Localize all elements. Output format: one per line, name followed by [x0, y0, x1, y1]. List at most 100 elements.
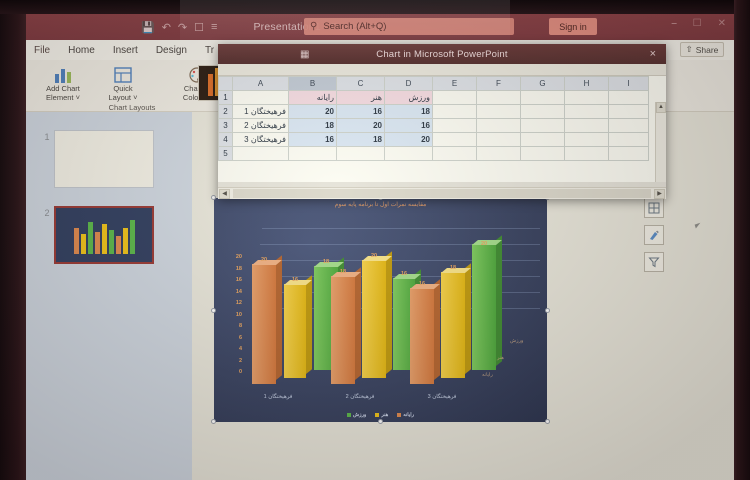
cell-g4[interactable]: [520, 132, 565, 147]
cell-f3[interactable]: [476, 118, 521, 133]
selection-handle[interactable]: [545, 419, 550, 424]
cell-e4[interactable]: [432, 132, 477, 147]
restore-icon[interactable]: ☐: [692, 18, 702, 29]
cell-f4[interactable]: [476, 132, 521, 147]
column-header-e[interactable]: E: [432, 76, 477, 91]
cell-i5[interactable]: [608, 146, 649, 161]
cell-e1[interactable]: [432, 90, 477, 105]
add-chart-element-button[interactable]: Add Chart Element ˅: [38, 65, 88, 102]
column-header-i[interactable]: I: [608, 76, 649, 91]
selection-handle[interactable]: [211, 419, 216, 424]
chart-side-buttons[interactable]: [644, 198, 666, 279]
quick-access-toolbar[interactable]: 💾 ↶ ↷ ☐ ≡: [141, 21, 217, 34]
column-header-f[interactable]: F: [476, 76, 521, 91]
cell-a1[interactable]: [232, 90, 289, 105]
row-header[interactable]: 2: [218, 104, 233, 119]
close-icon[interactable]: ✕: [717, 18, 726, 29]
selection-handle[interactable]: [545, 308, 550, 313]
chart-elements-button[interactable]: [644, 198, 664, 218]
cell-b1[interactable]: رایانه: [288, 90, 337, 105]
cell-i2[interactable]: [608, 104, 649, 119]
cell-g1[interactable]: [520, 90, 565, 105]
cell-b2[interactable]: 20: [288, 104, 337, 119]
cell-a5[interactable]: [232, 146, 289, 161]
selection-handle[interactable]: [378, 419, 383, 424]
cell-g2[interactable]: [520, 104, 565, 119]
cell-f1[interactable]: [476, 90, 521, 105]
chart-styles-button[interactable]: [644, 225, 664, 245]
tab-design[interactable]: Design: [155, 44, 187, 56]
scroll-left-arrow[interactable]: ◀: [219, 188, 230, 199]
present-icon[interactable]: ☐: [194, 21, 205, 34]
cell-a4[interactable]: فرهیختگان 3: [232, 132, 289, 147]
cell-d1[interactable]: ورزش: [384, 90, 433, 105]
tab-insert[interactable]: Insert: [112, 44, 138, 56]
worksheet-grid[interactable]: A B C D E F G H I 1 رایانه هنر: [218, 76, 666, 182]
cell-h4[interactable]: [564, 132, 609, 147]
cell-g5[interactable]: [520, 146, 565, 161]
table-row[interactable]: 4 فرهیختگان 3 16 18 20: [218, 132, 649, 147]
column-header-c[interactable]: C: [336, 76, 385, 91]
dialog-close-button[interactable]: ×: [649, 48, 656, 60]
cell-i4[interactable]: [608, 132, 649, 147]
cell-c3[interactable]: 20: [336, 118, 385, 133]
save-icon[interactable]: 💾: [141, 21, 155, 34]
vertical-scrollbar[interactable]: ▲ ▼: [655, 102, 666, 182]
cell-h5[interactable]: [564, 146, 609, 161]
cell-h1[interactable]: [564, 90, 609, 105]
cell-d2[interactable]: 18: [384, 104, 433, 119]
quick-layout-button[interactable]: Quick Layout ˅: [98, 65, 148, 102]
cell-h3[interactable]: [564, 118, 609, 133]
minimize-icon[interactable]: ⎯: [671, 18, 677, 29]
sign-in-button[interactable]: Sign in: [549, 18, 597, 35]
cell-d5[interactable]: [384, 146, 433, 161]
table-row[interactable]: 3 فرهیختگان 2 18 20 16: [218, 118, 649, 133]
horizontal-scrollbar[interactable]: ◀ ▶: [218, 187, 666, 199]
cell-c5[interactable]: [336, 146, 385, 161]
scroll-up-arrow[interactable]: ▲: [656, 102, 666, 113]
cell-h2[interactable]: [564, 104, 609, 119]
slide-thumb-canvas-2[interactable]: [54, 206, 154, 264]
tab-transitions[interactable]: Tr: [204, 44, 215, 56]
more-icon[interactable]: ≡: [211, 21, 218, 33]
column-header-a[interactable]: A: [232, 76, 289, 91]
cell-e2[interactable]: [432, 104, 477, 119]
column-header-d[interactable]: D: [384, 76, 433, 91]
cell-d4[interactable]: 20: [384, 132, 433, 147]
cell-a2[interactable]: فرهیختگان 1: [232, 104, 289, 119]
tab-file[interactable]: File: [34, 44, 51, 56]
search-input[interactable]: ⚲ Search (Alt+Q): [304, 18, 514, 35]
cell-c4[interactable]: 18: [336, 132, 385, 147]
redo-icon[interactable]: ↷: [177, 21, 188, 34]
cell-a3[interactable]: فرهیختگان 2: [232, 118, 289, 133]
column-header-h[interactable]: H: [564, 76, 609, 91]
row-header[interactable]: 5: [218, 146, 233, 161]
select-all-corner[interactable]: [218, 76, 233, 91]
chart-filters-button[interactable]: [644, 252, 664, 272]
cell-b5[interactable]: [288, 146, 337, 161]
cell-c1[interactable]: هنر: [336, 90, 385, 105]
cell-e5[interactable]: [432, 146, 477, 161]
table-row[interactable]: 1 رایانه هنر ورزش: [218, 90, 649, 105]
cell-b3[interactable]: 18: [288, 118, 337, 133]
undo-icon[interactable]: ↶: [161, 21, 171, 34]
slide-thumbnail-2[interactable]: 2: [40, 206, 154, 264]
slide-thumbnail-pane[interactable]: 1 2: [26, 112, 192, 480]
cell-e3[interactable]: [432, 118, 477, 133]
table-row[interactable]: 2 فرهیختگان 1 20 16 18: [218, 104, 649, 119]
cell-f2[interactable]: [476, 104, 521, 119]
cell-i1[interactable]: [608, 90, 649, 105]
slide-thumbnail-1[interactable]: 1: [40, 130, 154, 188]
worksheet-table[interactable]: A B C D E F G H I 1 رایانه هنر: [218, 76, 649, 161]
selection-handle[interactable]: [211, 308, 216, 313]
cell-i3[interactable]: [608, 118, 649, 133]
chart-object[interactable]: مقایسه نمرات اول تا برنامه پایه سوم 20 1…: [211, 195, 550, 424]
scroll-thumb[interactable]: [233, 189, 651, 198]
selection-handle[interactable]: [211, 195, 216, 200]
row-header[interactable]: 4: [218, 132, 233, 147]
tab-home[interactable]: Home: [68, 44, 95, 56]
scroll-right-arrow[interactable]: ▶: [654, 188, 665, 199]
table-row[interactable]: 5: [218, 146, 649, 161]
cell-f5[interactable]: [476, 146, 521, 161]
chart-data-dialog[interactable]: ▦ Chart in Microsoft PowerPoint × A B C …: [218, 44, 666, 199]
